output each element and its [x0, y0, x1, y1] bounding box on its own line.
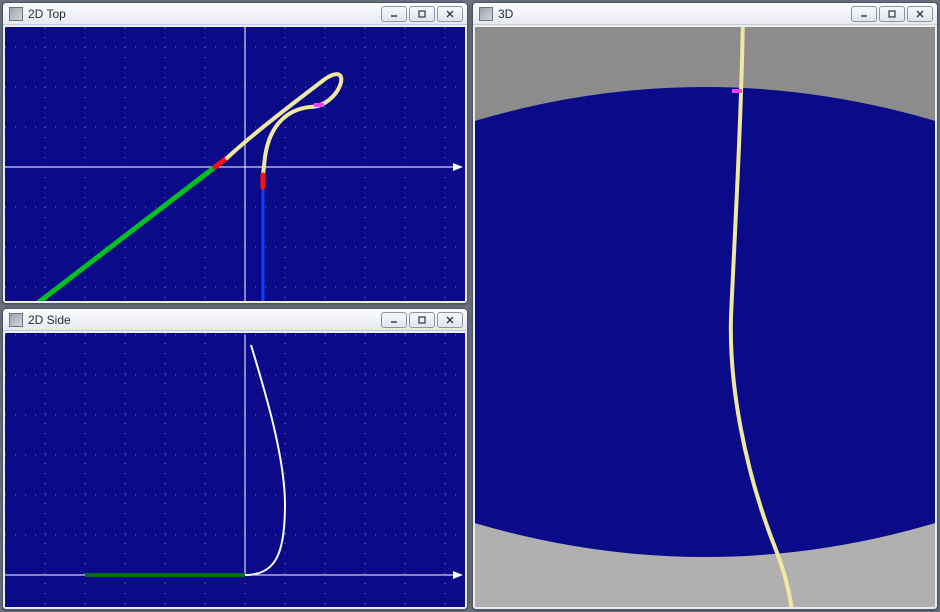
canvas-3d[interactable]	[475, 27, 935, 607]
title-2d-top: 2D Top	[28, 7, 379, 21]
window-2d-side: 2D Side	[2, 308, 468, 610]
titlebar-2d-side[interactable]: 2D Side	[3, 309, 467, 331]
window-3d: 3D	[472, 2, 938, 610]
app-icon	[9, 7, 23, 21]
minimize-button[interactable]	[381, 6, 407, 22]
title-2d-side: 2D Side	[28, 313, 379, 327]
maximize-button[interactable]	[409, 6, 435, 22]
maximize-button[interactable]	[409, 312, 435, 328]
app-icon	[9, 313, 23, 327]
close-button[interactable]	[437, 6, 463, 22]
titlebar-2d-top[interactable]: 2D Top	[3, 3, 467, 25]
app-icon	[479, 7, 493, 21]
minimize-button[interactable]	[381, 312, 407, 328]
title-3d: 3D	[498, 7, 849, 21]
minimize-button[interactable]	[851, 6, 877, 22]
canvas-2d-top[interactable]	[5, 27, 465, 301]
close-button[interactable]	[437, 312, 463, 328]
maximize-button[interactable]	[879, 6, 905, 22]
canvas-2d-side[interactable]	[5, 333, 465, 607]
window-2d-top: 2D Top	[2, 2, 468, 304]
titlebar-3d[interactable]: 3D	[473, 3, 937, 25]
close-button[interactable]	[907, 6, 933, 22]
